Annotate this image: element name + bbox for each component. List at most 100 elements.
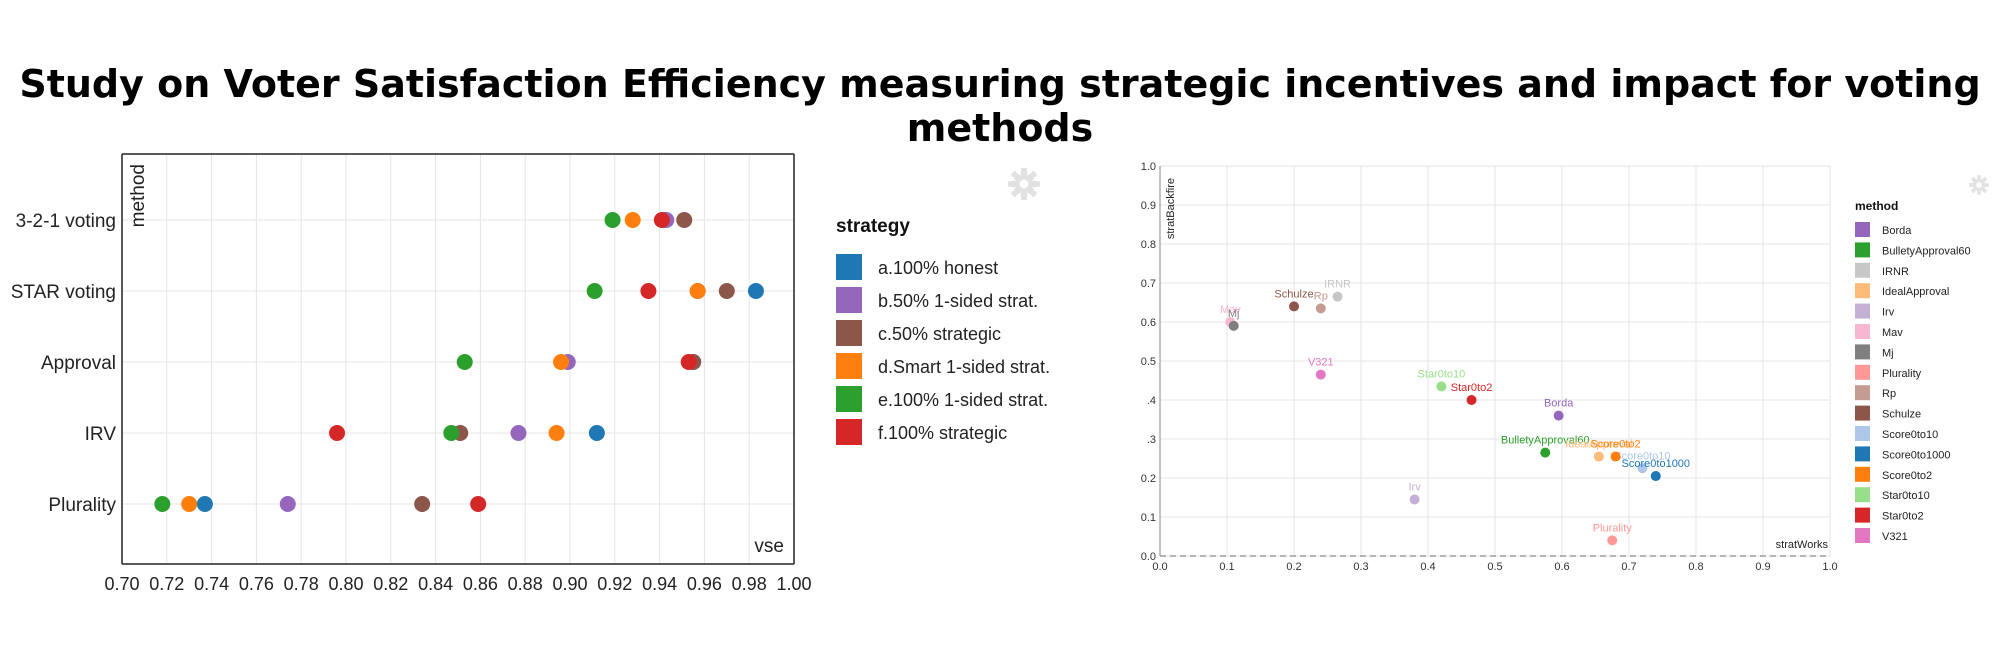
data-label: V321	[1308, 357, 1334, 369]
data-point	[510, 425, 527, 441]
y-axis-label: stratBackfire	[1165, 178, 1177, 239]
y-tick-label: 3-2-1 voting	[16, 211, 116, 232]
legend-label: IRNR	[1882, 266, 1909, 278]
data-point	[548, 425, 565, 441]
data-label: Schulze	[1274, 288, 1313, 300]
data-point	[653, 212, 670, 228]
legend-label: b.50% 1-sided strat.	[878, 291, 1038, 311]
x-tick-label: 0.78	[284, 574, 319, 594]
x-tick-label: 0.3	[1353, 561, 1368, 573]
y-tick-label: 0.1	[1141, 512, 1156, 524]
legend-swatch	[836, 287, 862, 313]
data-label: Star0to10	[1418, 368, 1466, 380]
legend-label: Mj	[1882, 347, 1894, 359]
legend-label: Star0to10	[1882, 490, 1930, 502]
data-point	[586, 283, 603, 299]
data-point	[414, 496, 431, 512]
x-tick-label: 0.9	[1755, 561, 1770, 573]
legend-swatch	[1855, 466, 1870, 482]
data-point	[1553, 410, 1564, 421]
x-tick-label: 0.84	[418, 574, 453, 594]
legend-label: Mav	[1882, 327, 1903, 339]
data-label: Star0to2	[1451, 382, 1493, 394]
data-point	[1650, 471, 1661, 482]
x-tick-label: 0.80	[328, 574, 363, 594]
y-tick-label: 0.9	[1141, 200, 1156, 212]
legend-swatch	[1855, 364, 1870, 380]
legend-swatch	[1855, 487, 1870, 503]
x-tick-label: 0.72	[149, 574, 184, 594]
y-tick-label: Plurality	[48, 495, 116, 516]
data-point	[689, 283, 706, 299]
legend-label: d.Smart 1-sided strat.	[878, 357, 1050, 377]
x-tick-label: 0.82	[373, 574, 408, 594]
y-axis-label: method	[128, 164, 149, 227]
x-tick-label: 0.5	[1487, 561, 1502, 573]
legend-swatch	[836, 254, 862, 280]
data-point	[279, 496, 296, 512]
y-tick-label: IRV	[85, 424, 117, 445]
legend-swatch	[1855, 446, 1870, 462]
legend-label: BulletyApproval60	[1882, 245, 1971, 257]
data-label: Score0to10	[1614, 450, 1670, 462]
legend-label: Score0to10	[1882, 429, 1938, 441]
x-tick-label: 0.1	[1219, 561, 1234, 573]
data-point	[1228, 320, 1239, 331]
legend-label: e.100% 1-sided strat.	[878, 390, 1048, 410]
data-label: Rp	[1314, 290, 1328, 302]
y-tick-label: 1.0	[1141, 161, 1156, 173]
x-tick-label: 0.74	[194, 574, 229, 594]
data-label: Score0to2	[1591, 439, 1641, 451]
y-tick-label: Approval	[41, 353, 116, 374]
legend-swatch	[1855, 385, 1870, 401]
y-tick-label: .3	[1147, 434, 1156, 446]
legend-label: Irv	[1882, 307, 1895, 319]
y-tick-label: 0.6	[1141, 317, 1156, 329]
legend-label: Star0to2	[1882, 511, 1924, 523]
y-tick-label: STAR voting	[11, 282, 116, 303]
legend-label: c.50% strategic	[878, 324, 1001, 344]
data-point	[1466, 395, 1477, 405]
gear-icon[interactable]	[1968, 174, 1990, 196]
data-label: Borda	[1544, 398, 1574, 410]
data-point	[1593, 451, 1604, 462]
data-point	[1540, 447, 1551, 458]
data-label: IRNR	[1324, 279, 1351, 291]
legend-label: Schulze	[1882, 409, 1921, 421]
data-point	[604, 212, 621, 228]
y-tick-label: 0.5	[1141, 356, 1156, 368]
gear-icon[interactable]	[1006, 166, 1042, 202]
data-label: Plurality	[1593, 522, 1633, 534]
x-tick-label: 0.7	[1621, 561, 1636, 573]
legend-label: Borda	[1882, 225, 1912, 237]
legend-swatch	[1855, 344, 1870, 360]
legend-title: method	[1855, 199, 1898, 213]
page-title: Study on Voter Satisfaction Efficiency m…	[19, 62, 1981, 150]
legend-swatch	[1855, 507, 1870, 523]
legend-swatch	[1855, 262, 1870, 278]
legend-swatch	[1855, 528, 1870, 543]
x-tick-label: 0.6	[1554, 561, 1569, 573]
legend-label: a.100% honest	[878, 258, 998, 278]
data-point	[624, 212, 641, 228]
x-tick-label: 0.86	[463, 574, 498, 594]
y-tick-label: 0.2	[1141, 473, 1156, 485]
right-chart: 0.0 0.1 0.2 0.3 0.4 0.5 0.6 0.7 0.8 0.9 1.0 0.0 0.1 0…	[1141, 161, 1971, 573]
x-tick-label: 0.98	[732, 574, 767, 594]
data-point	[1610, 451, 1621, 462]
data-point	[470, 496, 487, 512]
x-tick-label: 0.94	[642, 574, 677, 594]
legend-swatch	[1855, 242, 1870, 258]
legend-label: Score0to2	[1882, 470, 1932, 482]
x-tick-label: 0.90	[552, 574, 587, 594]
x-tick-label: 0.92	[597, 574, 632, 594]
legend-swatch	[836, 353, 862, 379]
legend-swatch	[1855, 405, 1870, 421]
data-label: BulletyApproval60	[1501, 435, 1590, 447]
data-point	[747, 283, 764, 299]
y-tick-label: 0.8	[1141, 239, 1156, 251]
data-point	[1332, 291, 1343, 302]
data-point	[181, 496, 198, 512]
x-tick-label: 0.70	[104, 574, 139, 594]
data-point	[588, 425, 605, 441]
